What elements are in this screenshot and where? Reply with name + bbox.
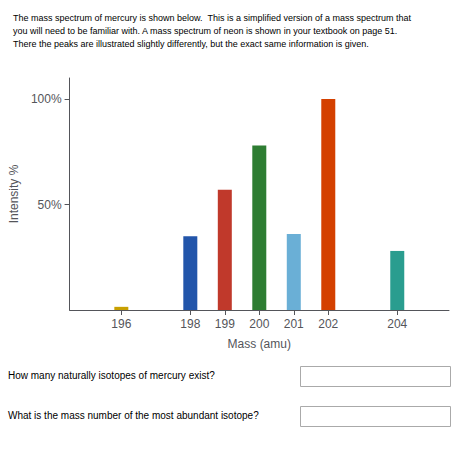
svg-text:Mass (amu): Mass (amu) (228, 337, 291, 351)
svg-text:you will need to be familiar w: you will need to be familiar with. A mas… (13, 26, 397, 36)
svg-text:100%: 100% (31, 92, 62, 106)
svg-text:199: 199 (215, 317, 235, 331)
svg-text:198: 198 (180, 317, 200, 331)
svg-text:202: 202 (318, 317, 338, 331)
svg-text:Intensity %: Intensity % (7, 164, 21, 223)
svg-text:50%: 50% (38, 198, 62, 212)
svg-text:The mass spectrum of mercury i: The mass spectrum of mercury is shown be… (13, 13, 411, 23)
svg-text:What is the mass number of the: What is the mass number of the most abun… (8, 410, 259, 421)
svg-text:196: 196 (111, 317, 131, 331)
svg-text:200: 200 (249, 317, 269, 331)
svg-text:There the peaks are illustrate: There the peaks are illustrated slightly… (13, 39, 369, 49)
svg-text:201: 201 (284, 317, 304, 331)
svg-text:204: 204 (387, 317, 407, 331)
svg-text:How many naturally isotopes of: How many naturally isotopes of mercury e… (8, 370, 215, 381)
